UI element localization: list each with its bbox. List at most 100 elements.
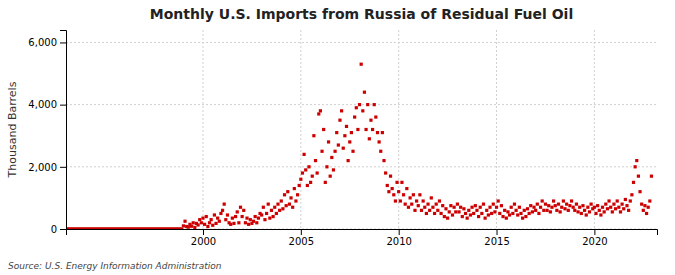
point xyxy=(285,204,288,207)
point xyxy=(296,193,299,196)
point xyxy=(614,207,617,210)
point xyxy=(536,203,539,206)
x-tick-mark xyxy=(203,229,204,235)
y-tick-mark xyxy=(60,105,66,106)
point xyxy=(392,193,395,196)
point xyxy=(412,193,415,196)
point xyxy=(213,213,216,216)
point xyxy=(529,204,532,207)
point xyxy=(257,217,260,220)
point xyxy=(490,212,493,215)
point xyxy=(407,206,410,209)
point xyxy=(196,223,199,226)
point xyxy=(415,199,418,202)
point xyxy=(459,206,462,209)
point xyxy=(495,206,498,209)
point xyxy=(293,187,296,190)
grid xyxy=(66,30,657,229)
point xyxy=(404,203,407,206)
point xyxy=(183,220,186,223)
point xyxy=(242,209,245,212)
point xyxy=(503,209,506,212)
point xyxy=(322,128,325,131)
point xyxy=(203,223,206,226)
point xyxy=(594,212,597,215)
x-tick: 2015 xyxy=(484,229,509,247)
y-axis-title: Thousand Barrels xyxy=(6,81,19,178)
point xyxy=(369,119,372,122)
x-tick-label: 2010 xyxy=(386,236,411,247)
point xyxy=(425,212,428,215)
point xyxy=(617,206,620,209)
point xyxy=(200,221,203,224)
point xyxy=(319,109,322,112)
y-tick-label: 2,000 xyxy=(28,162,57,173)
point xyxy=(389,175,392,178)
point xyxy=(426,203,429,206)
point xyxy=(603,210,606,213)
y-tick-mark xyxy=(60,167,66,168)
point xyxy=(353,115,356,118)
point xyxy=(298,184,301,187)
point xyxy=(492,203,495,206)
point xyxy=(387,190,390,193)
point xyxy=(400,181,403,184)
point xyxy=(366,103,369,106)
point xyxy=(289,196,292,199)
point xyxy=(521,217,524,220)
point xyxy=(229,223,232,226)
point xyxy=(324,181,327,184)
point xyxy=(386,184,389,187)
point xyxy=(541,199,544,202)
x-tick-label: 2005 xyxy=(289,236,314,247)
point xyxy=(252,220,255,223)
point xyxy=(562,199,565,202)
point xyxy=(408,196,411,199)
point xyxy=(630,193,633,196)
point xyxy=(320,150,323,153)
point xyxy=(523,209,526,212)
point xyxy=(637,175,640,178)
point xyxy=(382,159,385,162)
point xyxy=(218,220,221,223)
grid-line-y xyxy=(66,166,657,167)
point xyxy=(640,203,643,206)
point xyxy=(498,212,501,215)
point xyxy=(588,210,591,213)
point xyxy=(647,206,650,209)
point xyxy=(635,159,638,162)
point xyxy=(265,212,268,215)
point xyxy=(444,207,447,210)
point xyxy=(643,204,646,207)
point xyxy=(283,193,286,196)
point xyxy=(601,206,604,209)
point xyxy=(268,217,271,220)
point xyxy=(262,206,265,209)
point xyxy=(381,131,384,134)
point xyxy=(180,227,183,229)
grid-line-x xyxy=(496,30,497,229)
point xyxy=(472,212,475,215)
y-tick: 4,000 xyxy=(28,99,66,110)
point xyxy=(208,221,211,224)
point xyxy=(247,223,250,226)
point xyxy=(576,210,579,213)
point xyxy=(374,115,377,118)
point xyxy=(477,215,480,218)
point xyxy=(232,222,235,225)
point xyxy=(413,209,416,212)
point xyxy=(575,203,578,206)
point xyxy=(275,212,278,215)
point xyxy=(376,131,379,134)
point xyxy=(294,199,297,202)
x-tick-mark xyxy=(594,229,595,235)
chart-svg: 2000200520102015202002,0004,0006,000Mont… xyxy=(0,0,675,275)
point xyxy=(467,209,470,212)
point xyxy=(563,207,566,210)
point xyxy=(606,207,609,210)
point xyxy=(330,156,333,159)
point xyxy=(482,203,485,206)
point xyxy=(394,199,397,202)
grid-line-x xyxy=(202,30,203,229)
point xyxy=(627,209,630,212)
